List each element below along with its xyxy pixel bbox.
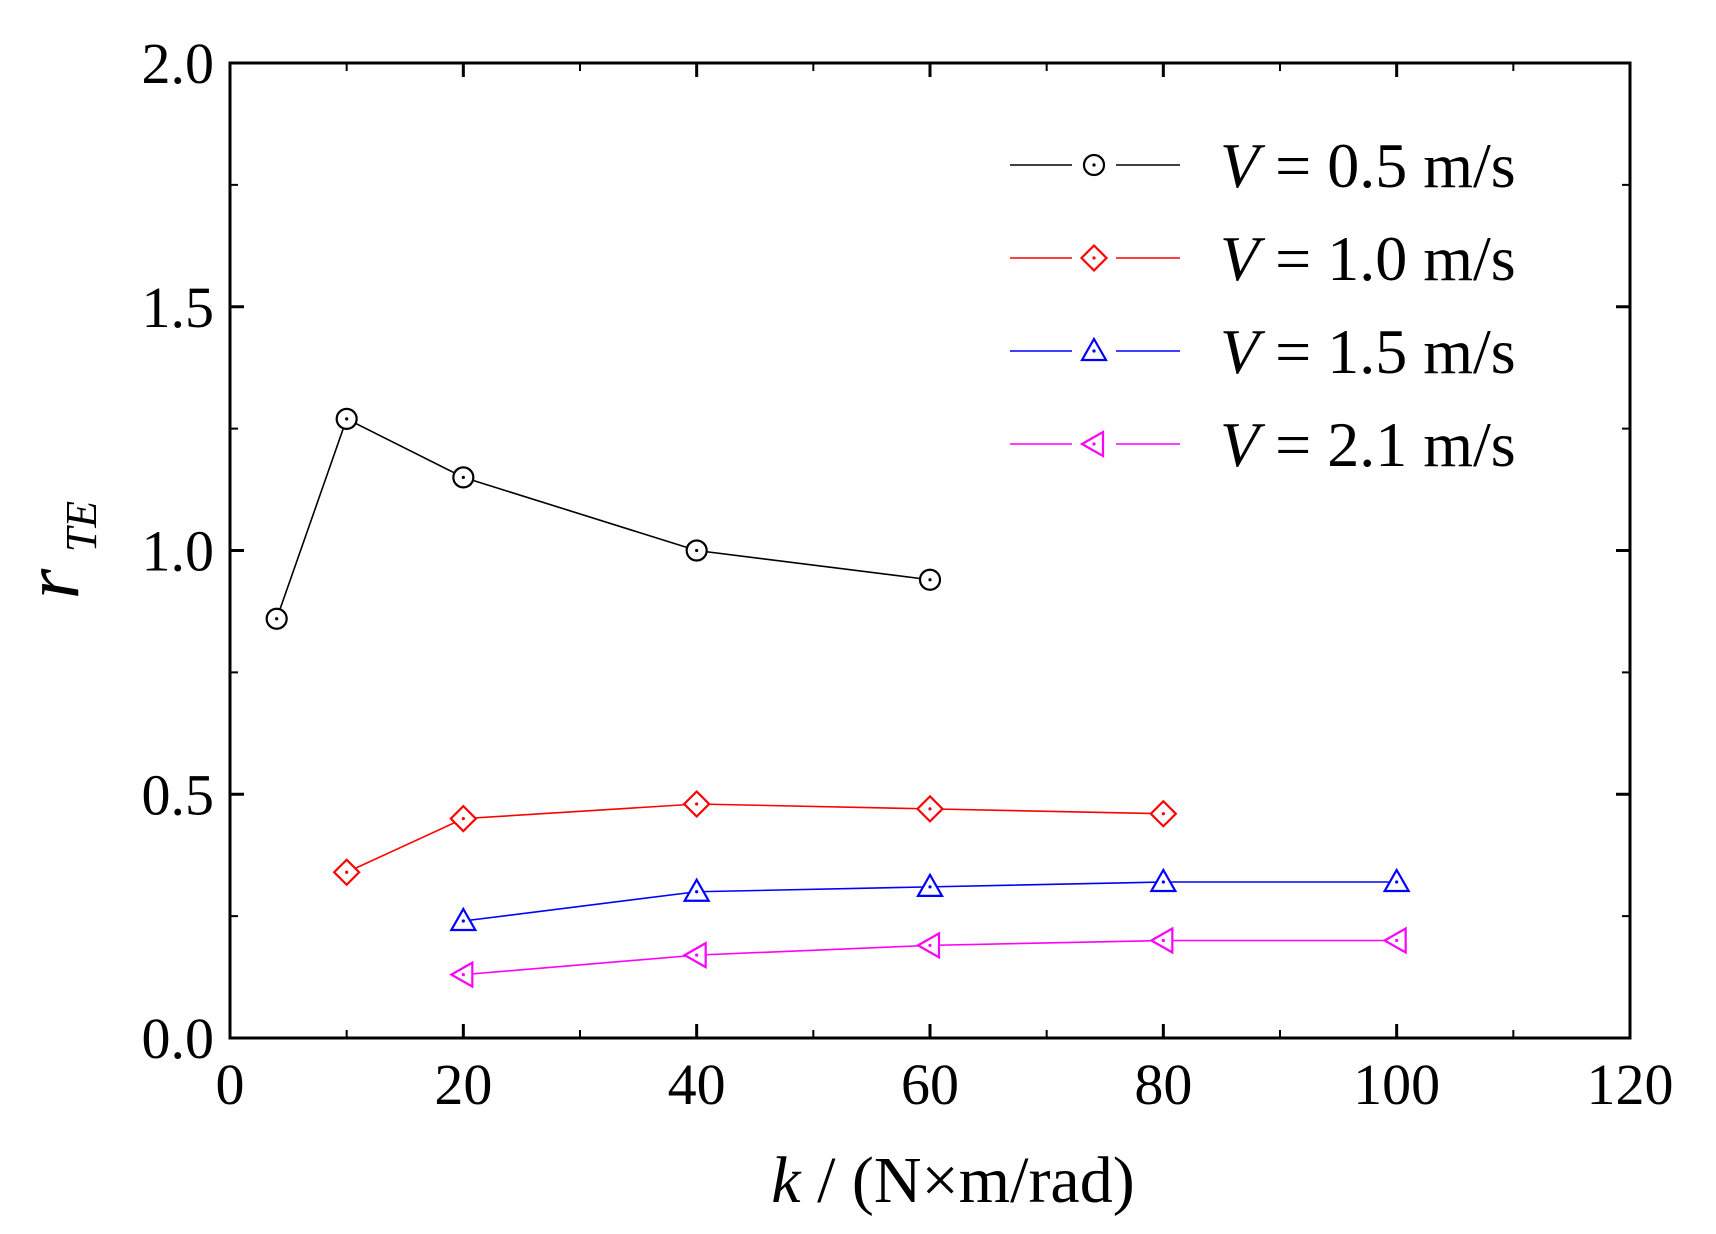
x-tick-label: 100	[1353, 1052, 1440, 1117]
y-tick-label: 0.5	[142, 762, 215, 827]
legend-label: V = 0.5 m/s	[1220, 130, 1516, 201]
legend: V = 0.5 m/sV = 1.0 m/sV = 1.5 m/sV = 2.1…	[1010, 130, 1516, 480]
legend-item: V = 2.1 m/s	[1010, 409, 1516, 480]
data-point	[335, 407, 358, 430]
data-point	[1149, 799, 1178, 828]
x-tick-label: 120	[1587, 1052, 1674, 1117]
plot-layer	[265, 407, 1411, 989]
x-axis-variable: k	[771, 1144, 802, 1217]
legend-marker	[1082, 153, 1106, 177]
data-point	[685, 539, 708, 562]
y-axis-title: r TE	[8, 501, 106, 599]
data-point	[332, 858, 361, 887]
legend-item: V = 0.5 m/s	[1010, 130, 1516, 201]
legend-value: = 1.0 m/s	[1259, 223, 1516, 294]
data-point	[452, 466, 475, 489]
legend-value: = 2.1 m/s	[1259, 409, 1516, 480]
data-point	[449, 804, 478, 833]
legend-variable: V	[1220, 130, 1266, 201]
ticks-layer: 0 20 40 60 80 100 120 0.0 0.5 1.0 1.5 2.0	[142, 31, 1674, 1117]
legend-label: V = 1.0 m/s	[1220, 223, 1516, 294]
data-point	[449, 906, 478, 932]
legend-marker	[1079, 430, 1105, 458]
y-axis-subscript: TE	[57, 501, 106, 552]
y-tick-label: 2.0	[142, 31, 215, 96]
legend-marker	[1080, 336, 1108, 362]
data-point	[1149, 926, 1174, 955]
y-tick-label: 1.0	[142, 519, 215, 584]
legend-variable: V	[1220, 223, 1266, 294]
series-4	[449, 926, 1407, 989]
x-tick-label: 80	[1134, 1052, 1192, 1117]
data-point	[916, 872, 944, 897]
data-point	[915, 794, 945, 823]
legend-value: = 1.5 m/s	[1259, 316, 1516, 387]
x-axis-unit: / (N×m/rad)	[817, 1144, 1135, 1217]
legend-label: V = 2.1 m/s	[1220, 409, 1516, 480]
series-1	[265, 407, 942, 630]
data-point	[449, 960, 474, 989]
series-3	[449, 867, 1411, 932]
y-axis-variable: r	[8, 568, 95, 599]
data-point	[918, 568, 942, 591]
legend-variable: V	[1220, 409, 1266, 480]
data-point	[1382, 926, 1407, 955]
data-point	[915, 931, 941, 960]
x-tick-label: 20	[434, 1052, 492, 1117]
y-tick-label: 0.0	[142, 1006, 215, 1071]
x-tick-label: 40	[668, 1052, 726, 1117]
legend-value: = 0.5 m/s	[1259, 130, 1516, 201]
data-point	[682, 941, 707, 970]
legend-item: V = 1.0 m/s	[1010, 223, 1516, 294]
series-2	[332, 789, 1178, 887]
data-point	[1382, 867, 1411, 893]
legend-label: V = 1.5 m/s	[1220, 316, 1516, 387]
x-axis-title: k / (N×m/rad)	[771, 1144, 1134, 1217]
legend-marker	[1079, 243, 1109, 273]
data-point	[682, 789, 711, 819]
legend-variable: V	[1220, 316, 1266, 387]
legend-item: V = 1.5 m/s	[1010, 316, 1516, 387]
data-point	[265, 607, 288, 630]
data-point	[1149, 867, 1178, 893]
x-tick-label: 60	[901, 1052, 959, 1117]
y-tick-label: 1.5	[142, 275, 215, 340]
data-point	[682, 877, 711, 902]
x-tick-label: 0	[216, 1052, 245, 1117]
